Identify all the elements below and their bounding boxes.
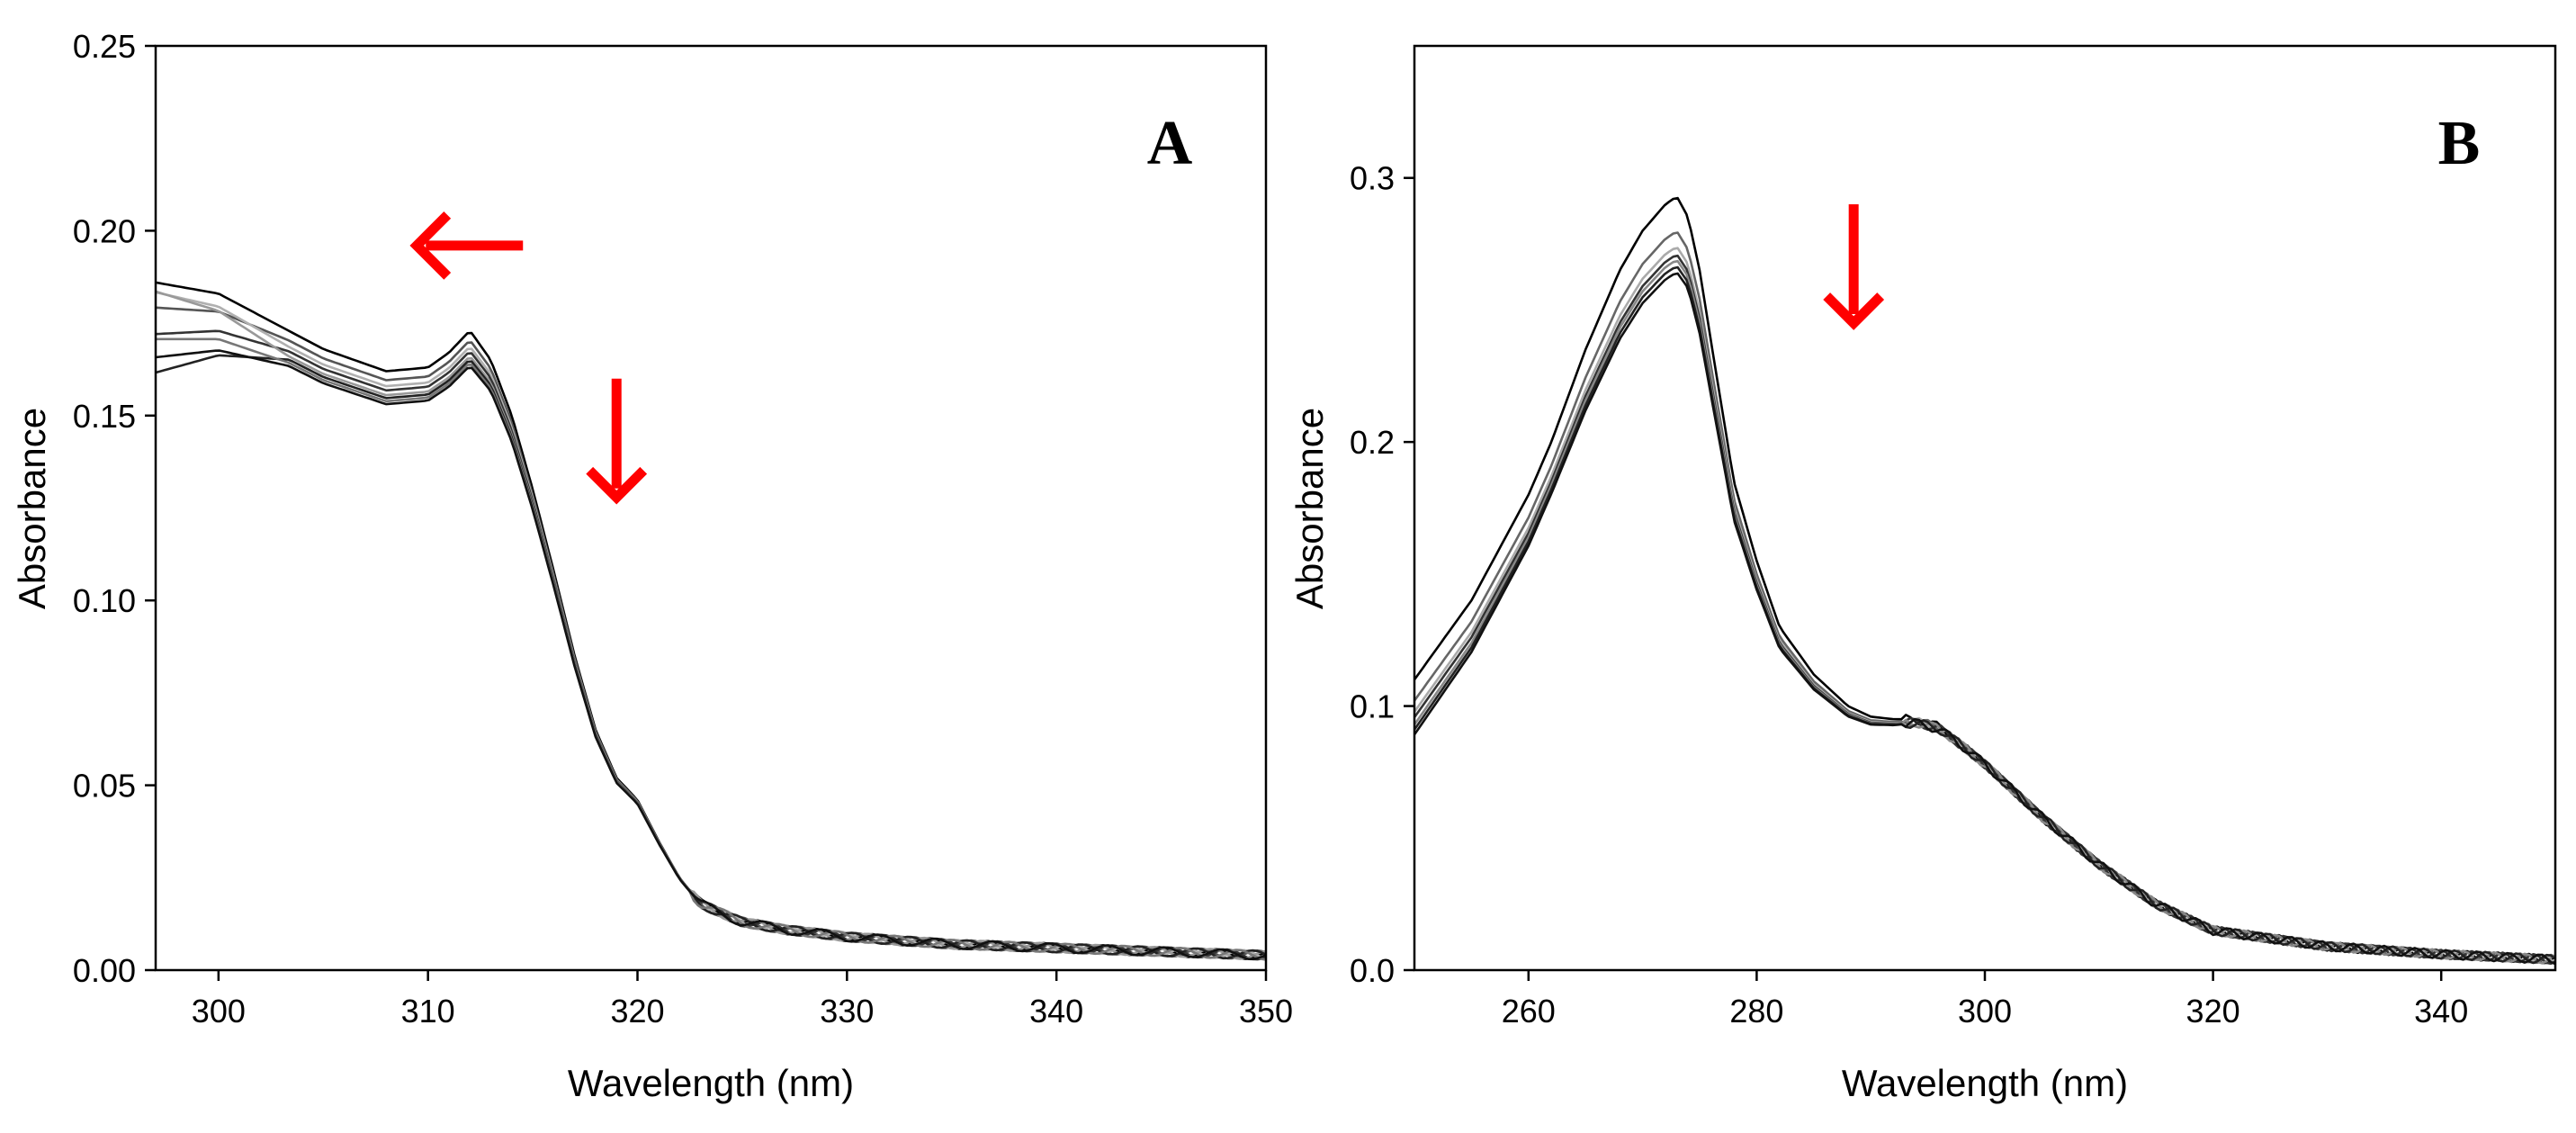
panel-a-arrow-down-head: [586, 466, 648, 505]
panel-a-x-tick-label: 350: [1239, 993, 1293, 1030]
panel-b-arrows: [1823, 204, 1885, 330]
panel-b-arrow-down-head: [1823, 292, 1885, 330]
panel-a-x-tick-label: 300: [192, 993, 246, 1030]
panel-a: 300 310 320 330 340 350 0.00 0.05 0.10 0.15 0.20 0.…: [11, 28, 1293, 1104]
panel-a-x-tick-label: 310: [401, 993, 455, 1030]
panel-a-plot-frame: [154, 44, 1268, 972]
panel-a-y-tick-label: 0.20: [73, 212, 136, 249]
panel-b-ticks: 260 280 300 320 340 0.0 0.1 0.2 0.3: [1350, 160, 2468, 1030]
panel-a-series-line-6: [155, 354, 1267, 960]
panel-a-x-axis-label: Wavelength (nm): [568, 1062, 854, 1104]
panel-a-y-tick-label: 0.15: [73, 398, 136, 435]
panel-b-letter: B: [2438, 109, 2481, 178]
panel-a-y-tick-label: 0.10: [73, 582, 136, 619]
panel-b-y-tick-label: 0.0: [1350, 952, 1395, 989]
panel-b-y-tick-label: 0.2: [1350, 424, 1395, 461]
panel-a-y-tick-label: 0.05: [73, 768, 136, 805]
panel-a-series-line-7: [156, 337, 1267, 961]
panel-a-y-tick-label: 0.00: [73, 952, 136, 989]
panel-b-x-tick-label: 260: [1502, 993, 1556, 1030]
panel-b-y-axis-label: Absorbance: [1288, 408, 1331, 609]
panel-a-x-tick-label: 340: [1029, 993, 1083, 1030]
panel-a-series-line-8: [155, 349, 1267, 961]
panel-a-x-tick-label: 330: [820, 993, 874, 1030]
panel-a-arrows: [409, 211, 648, 505]
panel-a-y-tick-label: 0.25: [73, 28, 136, 65]
panel-a-letter: A: [1147, 109, 1193, 178]
panel-b-x-tick-label: 280: [1729, 993, 1783, 1030]
panel-b-series-line-7: [1413, 272, 2556, 966]
panel-b-x-tick-label: 300: [1958, 993, 2012, 1030]
panel-a-ticks: 300 310 320 330 340 350 0.00 0.05 0.10 0.15 0.20 0.…: [73, 28, 1293, 1030]
panel-a-series-line-1: [155, 281, 1267, 960]
panel-b-x-axis-label: Wavelength (nm): [1842, 1062, 2128, 1104]
panel-b-y-tick-label: 0.3: [1350, 160, 1395, 197]
panel-b-y-tick-label: 0.1: [1350, 688, 1395, 725]
panel-b-x-tick-label: 320: [2186, 993, 2240, 1030]
panel-b-series: [1413, 196, 2556, 966]
panel-b-x-tick-label: 340: [2414, 993, 2468, 1030]
panel-b: 260 280 300 320 340 0.0 0.1 0.2 0.3 B Wavelength…: [1288, 44, 2557, 1104]
panel-a-arrow-left-head: [409, 211, 452, 280]
panel-a-x-tick-label: 320: [610, 993, 664, 1030]
panel-b-series-line-6: [1413, 265, 2556, 965]
panel-a-series: [155, 281, 1267, 961]
panel-a-y-axis-label: Absorbance: [11, 408, 53, 609]
